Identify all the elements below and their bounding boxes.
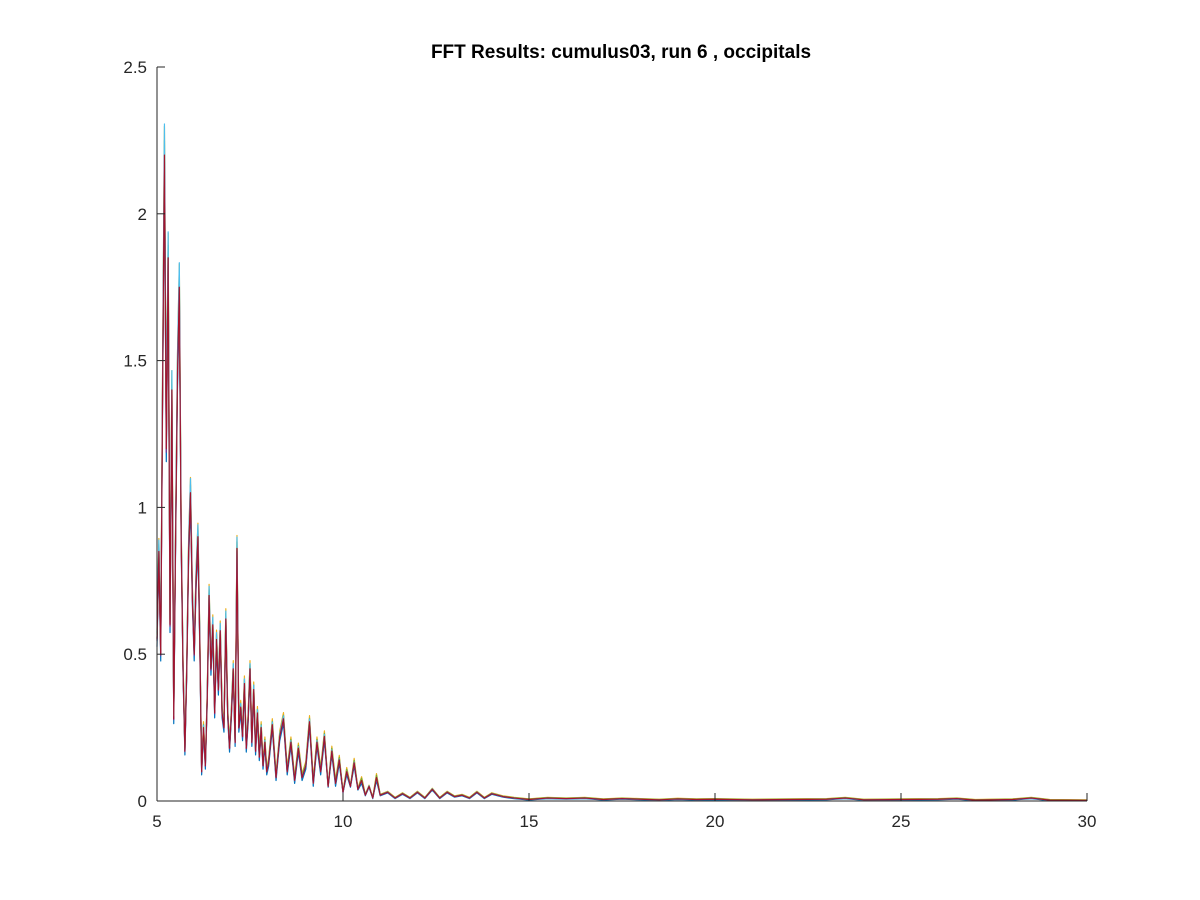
- series-line-3: [156, 125, 1088, 801]
- series-line-6: [156, 123, 1088, 802]
- x-tick-label: 20: [706, 812, 725, 831]
- y-tick-label: 0: [138, 792, 147, 811]
- series-line-4: [156, 160, 1088, 802]
- series-line-5: [156, 139, 1088, 801]
- x-tick-label: 5: [152, 812, 161, 831]
- series-line-2: [156, 153, 1088, 801]
- y-tick-label: 1: [138, 498, 147, 517]
- chart-title: FFT Results: cumulus03, run 6 , occipita…: [431, 42, 811, 63]
- series-line-1: [156, 176, 1088, 802]
- x-tick-label: 25: [892, 812, 911, 831]
- axes-layer: [156, 67, 1087, 802]
- y-tick-label: 1.5: [123, 352, 147, 371]
- x-tick-label: 10: [334, 812, 353, 831]
- series-line-7: [156, 154, 1088, 802]
- y-tick-label: 0.5: [123, 645, 147, 664]
- x-tick-label: 30: [1078, 812, 1097, 831]
- ticks-layer: 5 10 15 20 25 30 0 0.5 1 1.5 2 2.5: [123, 58, 1096, 831]
- series-layer: [156, 123, 1088, 802]
- x-tick-label: 15: [520, 812, 539, 831]
- y-tick-label: 2.5: [123, 58, 147, 77]
- y-tick-label: 2: [138, 205, 147, 224]
